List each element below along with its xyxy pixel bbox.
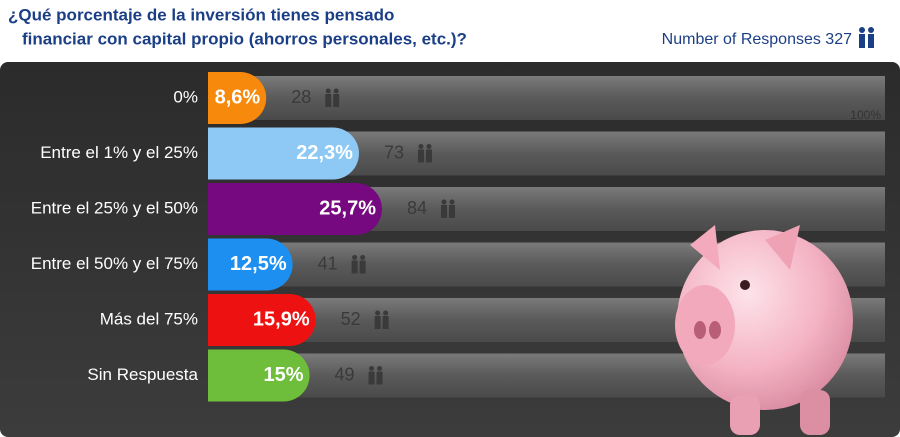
- people-icon: [383, 310, 389, 316]
- people-icon: [859, 27, 874, 48]
- people-icon: [360, 255, 366, 260]
- people-icon: [418, 144, 424, 149]
- piggy-bank: [675, 225, 853, 435]
- value-label: 25,7%: [319, 197, 376, 219]
- bar: [208, 72, 267, 124]
- people-icon: [448, 205, 455, 218]
- category-label: Más del 75%: [100, 309, 198, 328]
- bar: [208, 238, 293, 291]
- count-label: 84: [407, 198, 427, 218]
- people-icon: [333, 88, 339, 94]
- track: [208, 76, 885, 120]
- people-icon: [359, 260, 366, 274]
- category-label: Sin Respuesta: [87, 365, 198, 384]
- people-icon: [352, 255, 358, 260]
- subtitle: Number of Responses 327: [662, 31, 852, 48]
- people-icon: [333, 94, 340, 107]
- count-label: 28: [291, 87, 311, 107]
- people-icon: [374, 316, 381, 329]
- people-icon: [375, 310, 381, 316]
- people-icon: [351, 260, 358, 274]
- people-icon: [449, 199, 455, 205]
- people-icon: [440, 205, 447, 218]
- category-label: Entre el 1% y el 25%: [40, 143, 198, 162]
- people-icon: [377, 366, 383, 371]
- count-label: 52: [341, 309, 361, 329]
- count-label: 49: [335, 364, 355, 384]
- people-icon: [376, 371, 383, 385]
- people-icon: [441, 199, 447, 205]
- bar: [208, 127, 359, 180]
- value-label: 12,5%: [230, 253, 287, 275]
- value-label: 15,9%: [253, 308, 310, 330]
- people-icon: [325, 94, 332, 107]
- people-icon: [325, 88, 331, 94]
- x-tick-label: 100%: [850, 108, 881, 122]
- people-icon: [417, 149, 424, 163]
- category-label: Entre el 50% y el 75%: [31, 254, 198, 273]
- value-label: 15%: [264, 364, 304, 386]
- bar: [208, 183, 382, 235]
- people-icon: [369, 366, 375, 371]
- count-label: 41: [318, 253, 338, 273]
- value-label: 8,6%: [215, 86, 261, 108]
- chart-title: ¿Qué porcentaje de la inversión tienes p…: [8, 5, 394, 24]
- bar: [208, 294, 316, 346]
- category-label: Entre el 25% y el 50%: [31, 198, 198, 217]
- bar: [208, 349, 310, 402]
- people-icon: [426, 144, 432, 149]
- chart-title: financiar con capital propio (ahorros pe…: [22, 29, 467, 48]
- category-label: 0%: [173, 87, 198, 106]
- people-icon: [382, 316, 389, 329]
- people-icon: [425, 149, 432, 163]
- people-icon: [368, 371, 375, 385]
- value-label: 22,3%: [296, 142, 353, 164]
- count-label: 73: [384, 142, 404, 162]
